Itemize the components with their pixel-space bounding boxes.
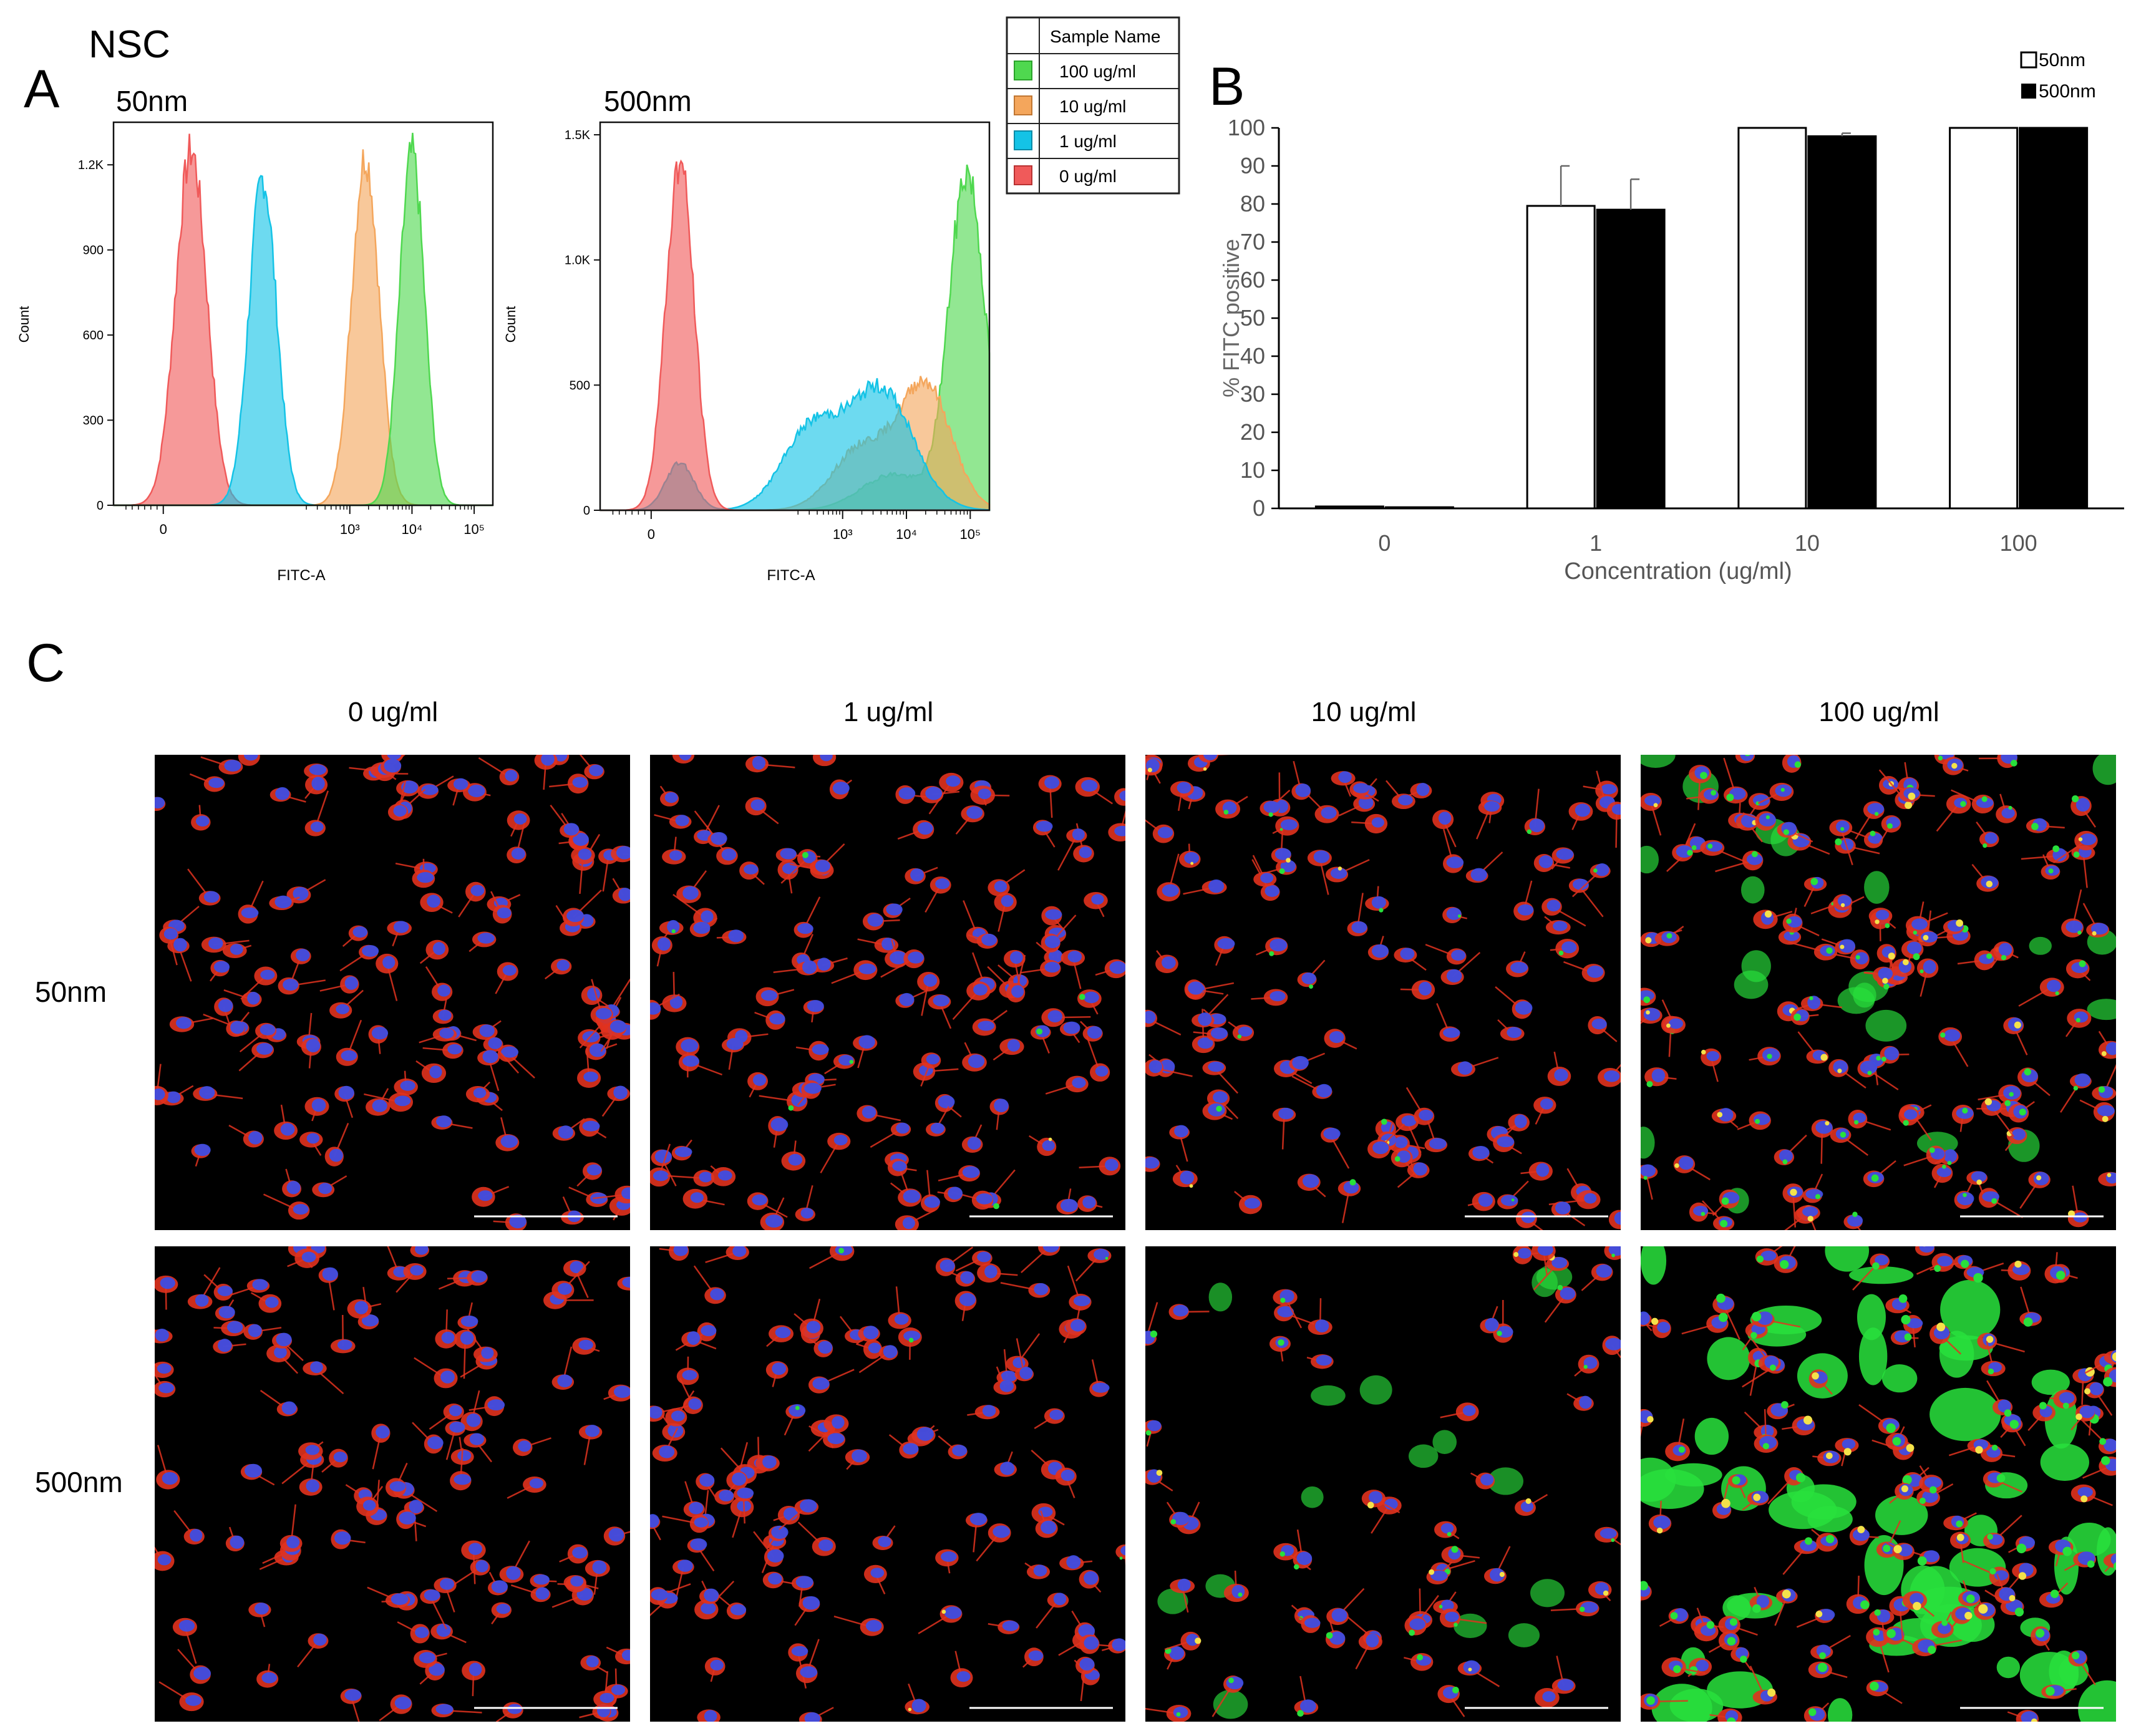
- y-tick-label: 900: [83, 244, 104, 258]
- histogram-50nm: 50nm Count FITC-A 0 300 600 900 1.2K 0 10³ 10⁴ 1…: [16, 85, 494, 584]
- x-tick-label: 100: [2000, 530, 2037, 556]
- legend-label-10: 10 ug/ml: [1059, 97, 1126, 116]
- x-tick-label: 10: [1795, 530, 1820, 556]
- histogram-500nm: 500nm Count FITC-A 0 500 1.0K 1.5K 0 10³ 10⁴ 10…: [503, 85, 991, 584]
- y-tick-label: 1.2K: [78, 158, 104, 172]
- y-tick-label: 60: [1240, 267, 1265, 293]
- y-tick-label: 600: [83, 329, 104, 342]
- x-axis-label: FITC-A: [767, 567, 815, 584]
- legend-swatch-10: [1014, 95, 1032, 115]
- micro-col-label-2: 10 ug/ml: [1311, 697, 1417, 727]
- x-tick-label: 10³: [833, 526, 853, 542]
- y-axis-label: Count: [16, 306, 32, 343]
- micrograph-50nm-1-ug-ml: [650, 755, 1125, 1230]
- y-tick-label: 10: [1240, 457, 1265, 483]
- y-tick-label: 20: [1240, 419, 1265, 445]
- legend-swatch-1: [1014, 130, 1032, 150]
- legend-label-0: 0 ug/ml: [1059, 167, 1117, 186]
- bar-50nm-10: [1737, 127, 1807, 510]
- x-axis-label: Concentration (ug/ml): [1564, 558, 1792, 584]
- micrograph-50nm-100-ug-ml: [1641, 755, 2116, 1230]
- bar-500nm-1: [1596, 208, 1666, 510]
- y-tick-label: 30: [1240, 381, 1265, 407]
- y-tick-label: 40: [1240, 343, 1265, 369]
- micro-col-label-1: 1 ug/ml: [843, 697, 933, 727]
- bar-500nm-10: [1807, 135, 1877, 510]
- micrograph-500nm-100-ug-ml: [1641, 1246, 2116, 1722]
- x-tick-label: 10⁵: [464, 521, 485, 537]
- panel-c-letter: C: [26, 633, 65, 693]
- micrograph-background: [650, 1246, 1125, 1722]
- histogram-title: 500nm: [604, 85, 692, 117]
- plot-frame: [112, 121, 494, 507]
- legend-swatch-100: [1014, 61, 1032, 80]
- micrograph-50nm-0-ug-ml: [155, 755, 630, 1230]
- x-tick-label: 10⁴: [401, 521, 422, 537]
- x-tick-label: 0: [648, 526, 655, 542]
- bar-chart-fitc-positive: % FITC positive Concentration (ug/ml) 50…: [1218, 50, 2124, 584]
- y-tick-label: 90: [1240, 153, 1265, 178]
- legend-swatch-0: [1014, 165, 1032, 185]
- micrograph-background: [155, 755, 630, 1230]
- y-axis-label: % FITC positive: [1218, 239, 1244, 397]
- x-axis-label: FITC-A: [277, 567, 325, 584]
- legend-header: Sample Name: [1050, 27, 1160, 46]
- cell-type-label: NSC: [89, 23, 170, 66]
- micrograph-50nm-10-ug-ml: [1145, 755, 1621, 1230]
- x-tick-label: 10³: [340, 521, 360, 537]
- legend-label-1: 1 ug/ml: [1059, 132, 1117, 151]
- legend-label-50nm: 50nm: [2039, 50, 2085, 70]
- y-tick-label: 0: [583, 504, 590, 518]
- y-tick-label: 50: [1240, 305, 1265, 331]
- sample-legend: Sample Name 100 ug/ml 10 ug/ml 1 ug/ml 0…: [1006, 16, 1180, 195]
- panel-a-letter: A: [24, 59, 60, 119]
- x-tick-label: 1: [1590, 530, 1602, 556]
- legend-label-100: 100 ug/ml: [1059, 62, 1136, 81]
- x-tick-label: 10⁴: [896, 526, 917, 542]
- bar-50nm-1: [1526, 205, 1596, 510]
- legend-swatch-500nm: [2021, 84, 2036, 99]
- y-tick-label: 500: [570, 379, 590, 392]
- micro-row-label-1: 500nm: [35, 1466, 123, 1498]
- legend-swatch-50nm: [2020, 51, 2037, 69]
- y-tick-label: 70: [1240, 229, 1265, 255]
- y-tick-label: 80: [1240, 191, 1265, 216]
- y-tick-label: 0: [1253, 495, 1265, 521]
- y-tick-label: 1.0K: [565, 254, 591, 268]
- micro-row-label-0: 50nm: [35, 976, 107, 1008]
- x-tick-label: 10⁵: [960, 526, 981, 542]
- micrograph-500nm-1-ug-ml: [650, 1246, 1125, 1722]
- micrograph-500nm-10-ug-ml: [1145, 1246, 1621, 1722]
- x-tick-label: 0: [160, 521, 167, 537]
- panel-b-letter: B: [1209, 57, 1245, 117]
- legend-frame: [1006, 16, 1180, 195]
- y-tick-label: 1.5K: [565, 129, 591, 142]
- legend-label-500nm: 500nm: [2039, 81, 2096, 102]
- y-tick-label: 300: [83, 414, 104, 428]
- y-tick-label: 100: [1228, 115, 1265, 140]
- bar-500nm-100: [2019, 127, 2089, 510]
- micro-col-label-0: 0 ug/ml: [348, 697, 438, 727]
- micrograph-500nm-0-ug-ml: [155, 1246, 630, 1722]
- micro-col-label-3: 100 ug/ml: [1818, 697, 1939, 727]
- histogram-title: 50nm: [116, 85, 188, 117]
- y-axis-label: Count: [503, 306, 518, 343]
- y-tick-label: 0: [97, 499, 104, 513]
- bar-legend: 50nm 500nm: [2020, 50, 2096, 102]
- x-tick-label: 0: [1378, 530, 1391, 556]
- plot-frame: [599, 121, 991, 512]
- bar-50nm-100: [1949, 127, 2019, 510]
- micrograph-background: [1145, 1246, 1621, 1722]
- microscopy-grid: [155, 755, 2116, 1722]
